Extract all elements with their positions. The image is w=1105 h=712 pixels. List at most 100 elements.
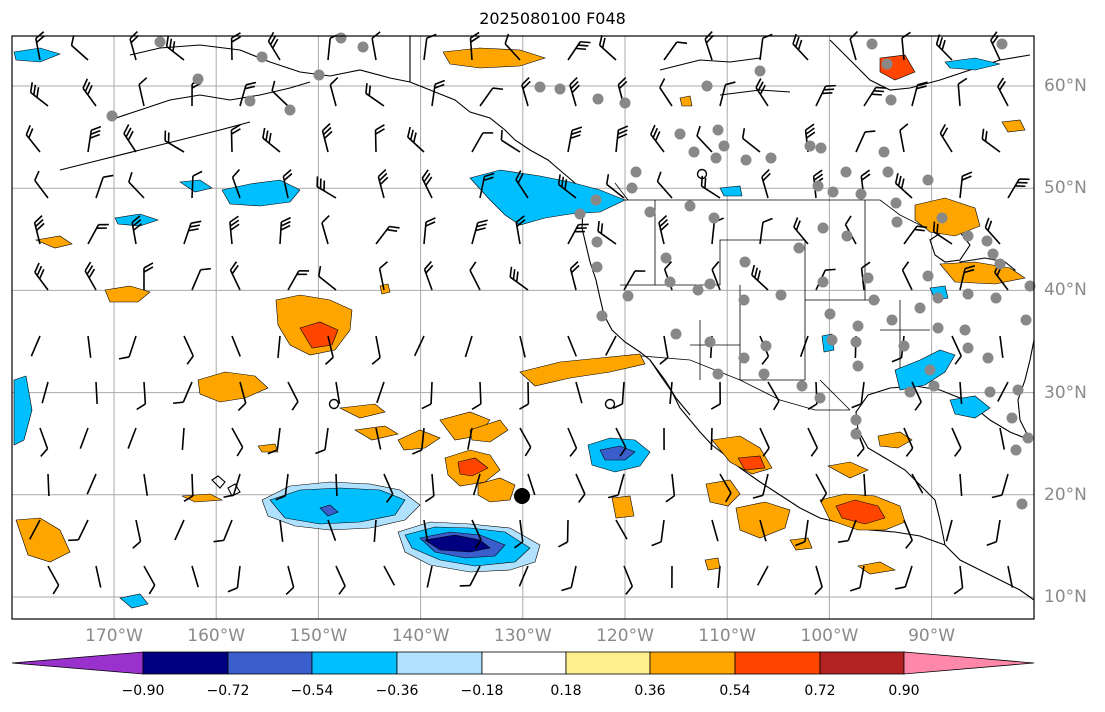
wind-barb xyxy=(513,519,524,549)
wind-barb xyxy=(567,126,583,153)
wind-barb xyxy=(704,30,715,61)
wind-barb xyxy=(659,335,669,365)
wind-barb xyxy=(518,565,529,587)
wind-barb xyxy=(558,519,569,548)
wind-barb xyxy=(863,86,887,107)
colorbar-tick-label: 0.36 xyxy=(634,683,666,699)
wind-barb xyxy=(911,473,924,494)
wind-barb xyxy=(239,81,257,107)
wind-barb xyxy=(479,87,504,107)
station-dot xyxy=(1010,444,1022,456)
wind-barb xyxy=(849,31,859,61)
latitude-label: 40°N xyxy=(1044,280,1087,301)
colorbar-segment xyxy=(311,651,398,675)
wind-barb xyxy=(741,128,761,153)
wind-barb xyxy=(519,335,526,358)
colorbar-tick-label: 0.54 xyxy=(719,683,751,699)
wind-barb xyxy=(424,473,435,503)
wind-barb xyxy=(191,267,211,291)
wind-barb xyxy=(324,335,334,365)
station-dot xyxy=(554,83,566,95)
wind-barb xyxy=(658,215,669,245)
station-dot xyxy=(106,110,118,122)
wind-barb xyxy=(899,123,909,153)
wind-barb xyxy=(267,31,281,61)
wind-barb xyxy=(262,127,281,153)
wind-barb xyxy=(131,215,142,245)
station-dot xyxy=(886,314,898,326)
colorbar-segment xyxy=(565,651,651,675)
wind-barb xyxy=(761,168,771,199)
wind-barb xyxy=(68,519,89,542)
wind-barb xyxy=(321,215,330,245)
wind-barb xyxy=(903,225,928,245)
wind-barb xyxy=(426,565,433,588)
station-dot xyxy=(590,194,602,206)
wind-barb xyxy=(335,473,338,497)
wind-barb xyxy=(373,519,377,542)
wind-barb xyxy=(279,216,291,245)
wind-barb xyxy=(815,473,828,503)
wind-barb xyxy=(792,33,809,61)
wind-barb xyxy=(127,427,137,449)
wind-barb xyxy=(567,427,578,457)
station-dot xyxy=(914,302,926,314)
wind-barb xyxy=(143,262,154,291)
wind-barb xyxy=(471,519,482,549)
wind-barb xyxy=(471,132,494,153)
colorbar-tick-label: 0.18 xyxy=(550,683,582,699)
station-dot xyxy=(739,256,751,268)
wind-barb xyxy=(575,381,583,404)
wind-barb xyxy=(82,78,97,107)
station-dot xyxy=(932,322,944,334)
station-dot xyxy=(740,154,752,166)
wind-barb xyxy=(851,381,865,409)
station-dots xyxy=(106,32,1036,510)
wind-barb xyxy=(984,217,1001,245)
colorbar-tick-label: 0.72 xyxy=(804,683,836,699)
wind-barb xyxy=(423,519,429,542)
wind-barb xyxy=(47,565,60,595)
wind-barb xyxy=(375,225,400,245)
wind-barb xyxy=(231,335,241,357)
wind-barb xyxy=(567,335,578,357)
wind-barb xyxy=(710,427,713,451)
station-dot xyxy=(962,230,974,242)
wind-barb xyxy=(181,427,185,450)
plot-frame xyxy=(11,35,1035,620)
station-dot xyxy=(335,32,347,44)
station-dot xyxy=(674,128,686,140)
wind-barb xyxy=(997,77,1009,107)
wind-barb xyxy=(183,473,194,502)
wind-barb xyxy=(79,427,89,449)
wind-barb xyxy=(174,519,185,541)
station-dot xyxy=(982,352,994,364)
positive-anomaly-shading xyxy=(15,47,1026,575)
wind-barb xyxy=(515,215,526,245)
station-dot xyxy=(684,200,696,212)
wind-barb xyxy=(759,217,773,245)
wind-barb xyxy=(86,473,97,495)
station-dot xyxy=(959,324,971,336)
wind-barb xyxy=(183,335,194,365)
wind-barb xyxy=(407,126,425,153)
station-dot xyxy=(852,360,864,372)
colorbar-tick-label: −0.72 xyxy=(206,683,250,699)
calm-marker xyxy=(328,398,340,410)
wind-barb xyxy=(143,473,149,496)
wind-barb xyxy=(34,170,49,199)
wind-barb xyxy=(959,381,963,405)
wind-barb xyxy=(467,427,473,450)
wind-barb xyxy=(597,221,617,245)
wind-barb xyxy=(41,381,49,404)
wind-barb xyxy=(615,125,629,153)
wind-barb xyxy=(164,130,185,153)
station-dot xyxy=(815,142,827,154)
station-dot xyxy=(712,368,724,380)
station-dot xyxy=(817,222,829,234)
longitude-label: 140°W xyxy=(391,626,450,646)
wind-barb xyxy=(521,76,531,107)
wind-barb xyxy=(795,519,809,547)
wind-barb xyxy=(47,473,50,497)
